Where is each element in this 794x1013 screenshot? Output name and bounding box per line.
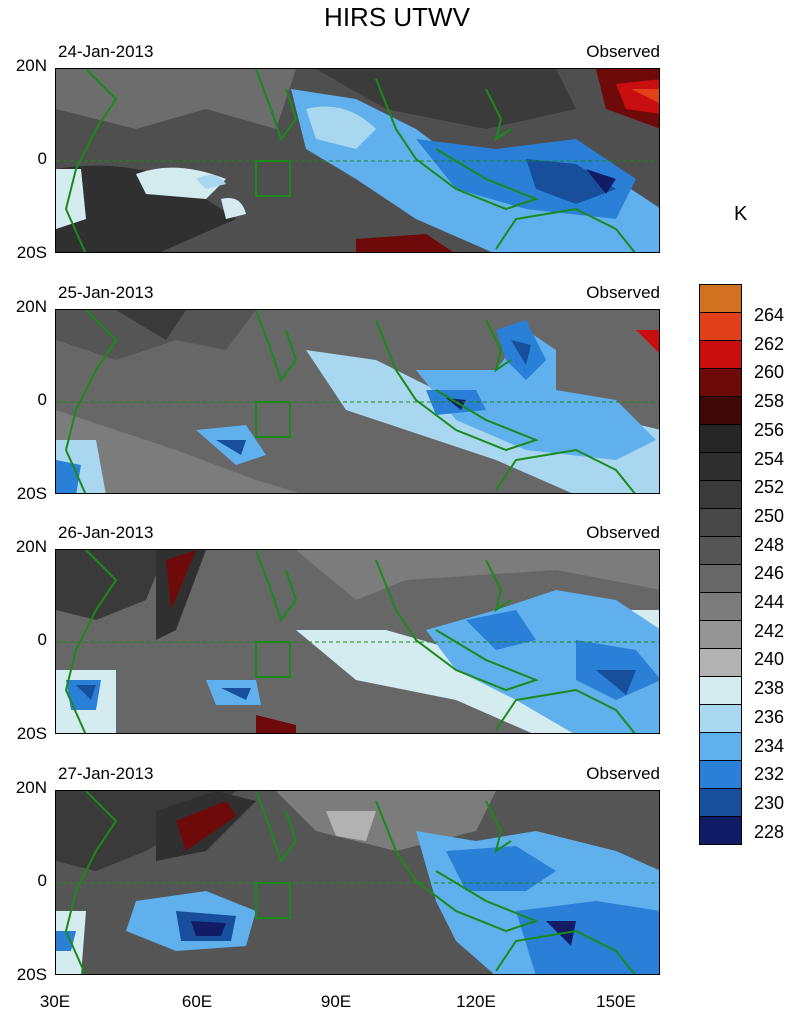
panel-label: Observed [586,523,660,542]
colorbar-level-label: 262 [754,333,785,354]
lon-label: 60E [181,992,213,1011]
panel-date: 26-Jan-2013 [58,523,154,542]
panel-label: Observed [586,42,660,61]
colorbar-swatch [699,788,742,817]
contour-map [55,790,660,975]
colorbar-level-label: 232 [754,764,785,785]
colorbar-swatch [699,508,742,537]
colorbar-swatch [699,396,742,425]
colorbar-level-label: 236 [754,706,785,727]
colorbar-level-label: 238 [754,678,785,699]
colorbar-swatch [699,648,742,677]
map-panel-3: 26-Jan-2013 Observed 20N 0 20S [16,523,660,743]
contour-map [55,68,660,253]
colorbar-swatch [699,312,742,341]
contour-map [55,549,660,734]
panel-date: 25-Jan-2013 [58,283,154,302]
colorbar-level-label: 230 [754,792,785,813]
colorbar-swatch [699,564,742,593]
lon-label: 90E [320,992,352,1011]
colorbar-swatch [699,424,742,453]
lat-label-eq: 0 [37,630,47,649]
colorbar-swatch [699,760,742,789]
map-panel-2: 25-Jan-2013 Observed 20N 0 20S [16,283,660,503]
colorbar-level-label: 234 [754,735,785,756]
colorbar-level-label: 254 [754,448,785,469]
lat-label-20s: 20S [16,965,47,984]
map-panel-4: 27-Jan-2013 Observed 20N 0 20S [16,764,660,984]
lon-label: 150E [596,992,636,1011]
colorbar-unit: K [734,203,748,225]
lat-label-20s: 20S [16,724,47,743]
colorbar-level-label: 248 [754,534,785,555]
colorbar-swatch [699,592,742,621]
lat-label-20n: 20N [15,537,47,556]
contour-map [55,309,660,494]
lat-label-20n: 20N [15,778,47,797]
colorbar-swatch [699,816,742,845]
colorbar-swatch [699,536,742,565]
colorbar-level-label: 252 [754,477,785,498]
figure-title: HIRS UTWV [324,2,470,32]
panel-label: Observed [586,764,660,783]
lat-label-20n: 20N [15,297,47,316]
colorbar-level-label: 242 [754,620,785,641]
colorbar-swatch [699,284,742,313]
colorbar [699,284,742,845]
colorbar-swatch [699,452,742,481]
colorbar-level-label: 258 [754,391,785,412]
colorbar-swatch [699,340,742,369]
colorbar-swatch [699,620,742,649]
panel-date: 24-Jan-2013 [58,42,154,61]
colorbar-level-label: 240 [754,649,785,670]
lat-label-eq: 0 [37,149,47,168]
panel-label: Observed [586,283,660,302]
lat-label-20n: 20N [15,56,47,75]
colorbar-level-label: 244 [754,592,785,612]
colorbar-swatch [699,480,742,509]
colorbar-level-label: 260 [754,362,785,383]
colorbar-level-label: 250 [754,505,785,526]
lat-label-eq: 0 [37,871,47,890]
colorbar-level-label: 228 [754,821,785,842]
colorbar-level-label: 246 [754,563,785,584]
map-panel-1: 24-Jan-2013 Observed 20N 0 20S [16,42,660,262]
colorbar-swatch [699,676,742,705]
colorbar-level-label: 256 [754,419,785,440]
colorbar-swatch [699,368,742,397]
lon-label: 120E [456,992,496,1011]
panel-date: 27-Jan-2013 [58,764,154,783]
colorbar-swatch [699,732,742,761]
colorbar-level-label: 264 [754,305,785,325]
lat-label-20s: 20S [16,243,47,262]
lat-label-eq: 0 [37,390,47,409]
colorbar-swatch [699,704,742,733]
lon-label: 30E [39,992,71,1011]
lat-label-20s: 20S [16,484,47,503]
